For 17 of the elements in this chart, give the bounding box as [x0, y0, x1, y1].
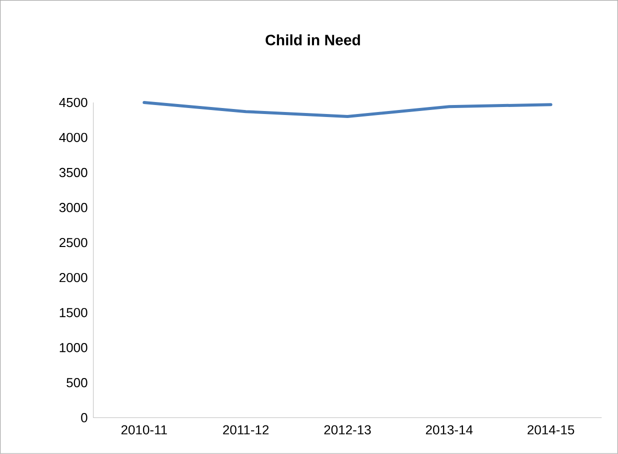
y-tick-label: 0 — [81, 413, 88, 422]
y-tick-label: 1500 — [60, 308, 88, 318]
y-tick-label: 2000 — [60, 273, 88, 282]
chart-title: Child in Need — [266, 34, 360, 46]
y-tick-label: 500 — [66, 378, 88, 388]
y-tick-label: 3500 — [59, 168, 88, 178]
x-tick-label: 2013-14 — [426, 425, 473, 434]
line-series — [142, 101, 552, 118]
x-tick-label: 2014-15 — [528, 425, 574, 434]
y-tick-label: 1000 — [60, 343, 88, 352]
y-tick-label: 4000 — [59, 132, 88, 142]
y-tick-label: 4500 — [59, 98, 88, 108]
y-tick-label: 3000 — [59, 202, 88, 212]
x-tick-label: 2010-11 — [121, 425, 167, 434]
x-tick-label: 2011-12 — [223, 425, 269, 434]
y-tick-label: 2500 — [60, 238, 88, 248]
x-tick-label: 2012-13 — [324, 425, 371, 434]
